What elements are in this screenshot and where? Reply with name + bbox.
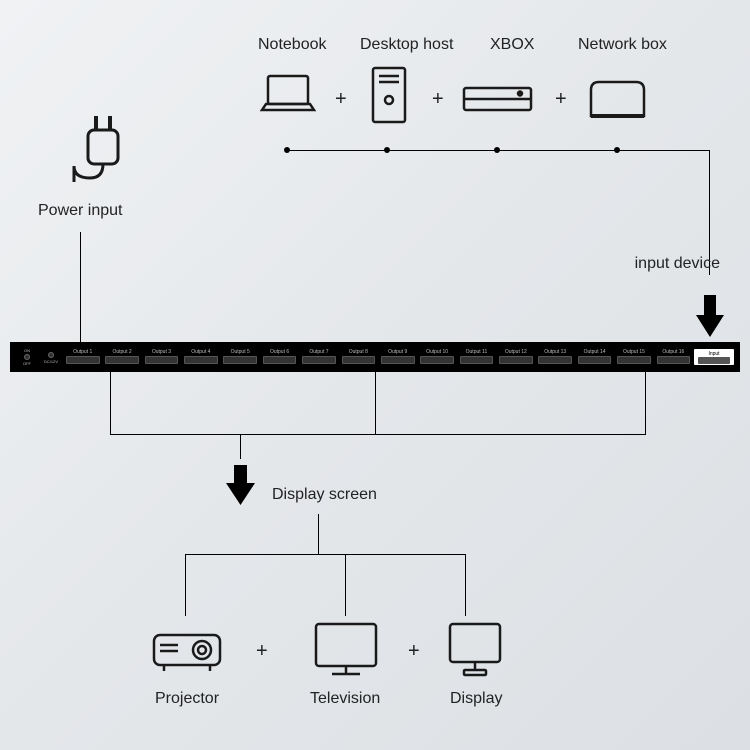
networkbox-label: Network box (578, 36, 667, 54)
output-branch-line (185, 554, 465, 555)
television-icon (310, 618, 382, 680)
desktop-icon (365, 64, 413, 126)
input-connector-line (287, 150, 617, 151)
display-label: Display (450, 690, 502, 708)
power-input-label: Power input (38, 202, 123, 220)
on-label: ON (24, 348, 30, 353)
display-icon (444, 618, 506, 680)
output-line (110, 372, 111, 434)
connector-node (384, 147, 390, 153)
television-label: Television (310, 690, 380, 708)
projector-icon (148, 625, 226, 677)
input-device-label: input device (635, 255, 720, 273)
output-line (240, 434, 241, 459)
dc-section: DC/12V (40, 351, 62, 364)
output-port: Output 11 (458, 348, 495, 366)
plus-icon: + (408, 640, 420, 663)
plus-icon: + (335, 88, 347, 111)
output-line (375, 372, 376, 434)
input-arrow-head (696, 315, 724, 337)
input-connector-line (617, 150, 710, 151)
display-screen-label: Display screen (272, 486, 377, 504)
power-line (80, 232, 81, 342)
output-port: Output 8 (340, 348, 377, 366)
xbox-label: XBOX (490, 36, 534, 54)
notebook-label: Notebook (258, 36, 327, 54)
input-port: Input (694, 349, 734, 365)
output-connector-line (110, 434, 646, 435)
plus-icon: + (432, 88, 444, 111)
projector-label: Projector (155, 690, 219, 708)
plus-icon: + (256, 640, 268, 663)
output-port: Output 15 (615, 348, 652, 366)
hdmi-splitter-device: ON OFF DC/12V Output 1 Output 2 Output 3… (10, 342, 740, 372)
output-branch-line (318, 514, 319, 554)
output-port: Output 5 (222, 348, 259, 366)
output-branch-line (345, 554, 346, 616)
output-port: Output 14 (576, 348, 613, 366)
output-line (645, 372, 646, 434)
output-branch-line (185, 554, 186, 616)
connector-node (284, 147, 290, 153)
power-plug-icon (60, 110, 130, 190)
output-port: Output 16 (655, 348, 692, 366)
output-port: Output 6 (261, 348, 298, 366)
output-port: Output 2 (103, 348, 140, 366)
plus-icon: + (555, 88, 567, 111)
output-port: Output 3 (143, 348, 180, 366)
dc-label: DC/12V (44, 359, 58, 364)
xbox-icon (460, 82, 535, 117)
output-port: Output 12 (497, 348, 534, 366)
networkbox-icon (585, 76, 650, 124)
output-port: Output 1 (64, 348, 101, 366)
output-port: Output 9 (379, 348, 416, 366)
output-port: Output 7 (300, 348, 337, 366)
connector-node (494, 147, 500, 153)
off-label: OFF (23, 361, 31, 366)
output-port: Output 10 (418, 348, 455, 366)
display-arrow-head (226, 483, 255, 505)
output-branch-line (465, 554, 466, 616)
output-port: Output 13 (537, 348, 574, 366)
notebook-icon (258, 70, 318, 120)
output-port: Output 4 (182, 348, 219, 366)
power-switch-section: ON OFF (16, 348, 38, 366)
desktop-label: Desktop host (360, 36, 453, 54)
